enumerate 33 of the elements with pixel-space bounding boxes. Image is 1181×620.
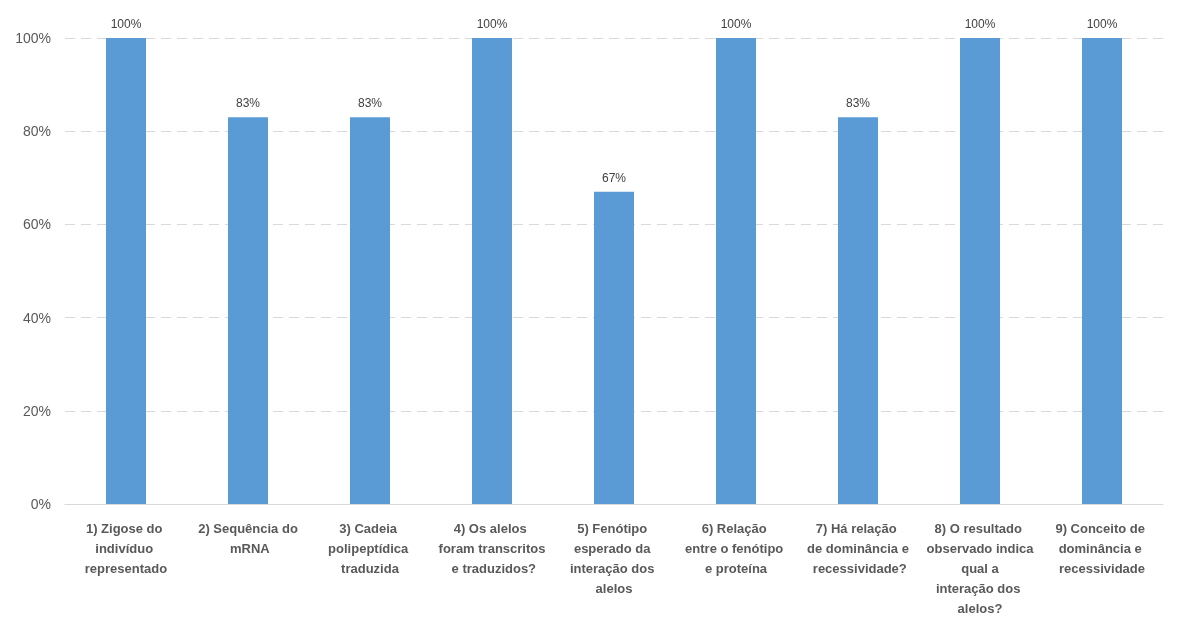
bar (106, 38, 146, 504)
x-tick-label: 6) Relação entre o fenótipo e proteína (685, 520, 787, 576)
y-tick-label: 0% (30, 496, 51, 512)
bar (594, 191, 634, 504)
x-tick-label: 4) Os alelos foram transcritos e traduzidos? (438, 520, 546, 576)
y-tick-label: 20% (22, 402, 51, 419)
data-label: 100% (964, 17, 996, 31)
x-tick-label: 1) Zigose do indivíduo representado (84, 520, 168, 576)
data-label: 100% (476, 17, 508, 31)
bar (472, 38, 512, 504)
data-label: 83% (845, 96, 871, 111)
x-tick-label: 9) Conceito de dominância e recessividade (1055, 520, 1149, 576)
x-tick-label: 7) Há relação de dominância e recessividade? (807, 520, 909, 576)
bar (960, 38, 1000, 504)
x-tick-label: 3) Cadeia polipeptídica traduzida (328, 520, 412, 576)
data-label: 83% (357, 96, 383, 111)
y-tick-label: 100% (15, 30, 51, 46)
bar (716, 38, 756, 504)
x-tick-label: 5) Fenótipo esperado da interação dos alelos (569, 520, 659, 596)
data-label: 100% (720, 17, 752, 31)
y-tick-label: 40% (22, 309, 51, 326)
bar (228, 117, 268, 504)
bar (1082, 38, 1122, 504)
data-label: 67% (601, 170, 627, 185)
y-tick-label: 60% (22, 216, 51, 233)
x-tick-label: 8) O resultado observado indica qual a interação dos alelos? (926, 520, 1035, 616)
y-tick-label: 80% (22, 123, 51, 140)
bar (350, 117, 390, 504)
bar (838, 117, 878, 504)
x-tick-label: 2) Sequência do mRNA (198, 520, 298, 556)
data-label: 100% (110, 17, 142, 31)
data-label: 100% (1086, 17, 1118, 31)
data-label: 83% (235, 96, 261, 111)
